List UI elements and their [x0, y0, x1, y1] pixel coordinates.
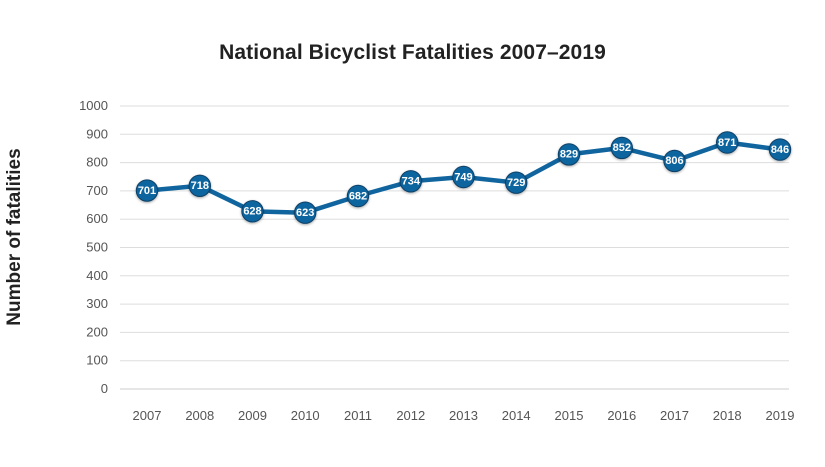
- svg-text:2016: 2016: [607, 408, 636, 423]
- svg-text:852: 852: [613, 142, 631, 154]
- svg-text:682: 682: [349, 190, 367, 202]
- svg-text:734: 734: [402, 176, 421, 188]
- svg-text:Number of fatalities: Number of fatalities: [4, 148, 25, 325]
- svg-text:2019: 2019: [766, 408, 795, 423]
- svg-text:2015: 2015: [555, 408, 584, 423]
- svg-text:806: 806: [665, 155, 683, 167]
- svg-text:0: 0: [101, 381, 108, 396]
- svg-text:2017: 2017: [660, 408, 689, 423]
- svg-text:718: 718: [191, 180, 209, 192]
- svg-text:846: 846: [771, 144, 789, 156]
- svg-text:1000: 1000: [79, 98, 108, 113]
- svg-text:900: 900: [86, 126, 108, 141]
- svg-text:829: 829: [560, 149, 578, 161]
- svg-text:2013: 2013: [449, 408, 478, 423]
- svg-text:300: 300: [86, 296, 108, 311]
- svg-text:2012: 2012: [396, 408, 425, 423]
- svg-text:200: 200: [86, 324, 108, 339]
- svg-text:871: 871: [718, 137, 736, 149]
- svg-text:623: 623: [296, 207, 314, 219]
- svg-text:500: 500: [86, 240, 108, 255]
- svg-text:2011: 2011: [344, 408, 372, 423]
- svg-text:400: 400: [86, 268, 108, 283]
- svg-text:700: 700: [86, 183, 108, 198]
- svg-text:600: 600: [86, 211, 108, 226]
- svg-text:749: 749: [454, 171, 472, 183]
- svg-text:2007: 2007: [133, 408, 162, 423]
- svg-text:100: 100: [86, 353, 108, 368]
- svg-text:2018: 2018: [713, 408, 742, 423]
- svg-text:2014: 2014: [502, 408, 531, 423]
- svg-text:628: 628: [243, 206, 261, 218]
- svg-text:2009: 2009: [238, 408, 267, 423]
- svg-text:701: 701: [138, 185, 156, 197]
- svg-text:729: 729: [507, 177, 525, 189]
- svg-text:800: 800: [86, 155, 108, 170]
- svg-text:2010: 2010: [291, 408, 320, 423]
- svg-text:2008: 2008: [185, 408, 214, 423]
